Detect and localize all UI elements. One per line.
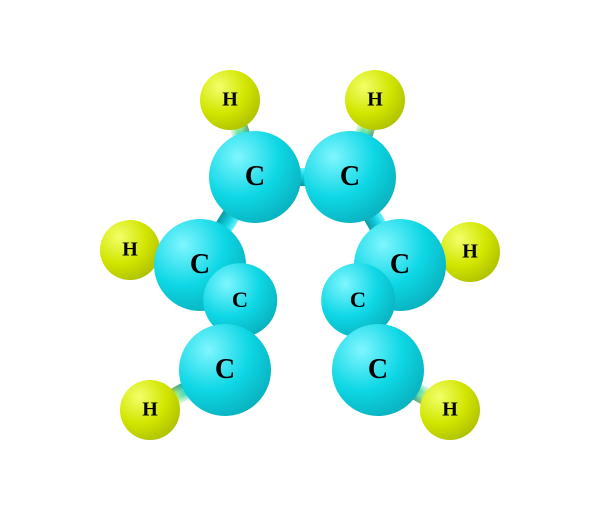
hydrogen-atom: H [200,70,260,130]
atom-label: H [367,89,383,112]
atom-label: C [350,287,366,313]
atom-label: C [190,249,210,281]
atom-label: H [442,399,458,422]
carbon-atom: C [209,131,301,223]
atom-label: C [340,161,360,193]
atom-label: H [122,239,138,262]
hydrogen-atom: H [440,222,500,282]
hydrogen-atom: H [120,380,180,440]
hydrogen-atom: H [420,380,480,440]
carbon-atom: C [179,324,271,416]
carbon-atom: C [332,324,424,416]
atom-label: C [245,161,265,193]
carbon-atom: C [304,131,396,223]
atom-label: H [142,399,158,422]
hydrogen-atom: H [100,220,160,280]
atom-label: H [222,89,238,112]
atom-label: C [390,249,410,281]
atom-label: C [215,354,235,386]
atom-label: H [462,241,478,264]
atom-label: C [368,354,388,386]
atom-label: C [232,287,248,313]
molecule-diagram: HHCCHHCCCCCCHH [0,0,600,513]
hydrogen-atom: H [345,70,405,130]
